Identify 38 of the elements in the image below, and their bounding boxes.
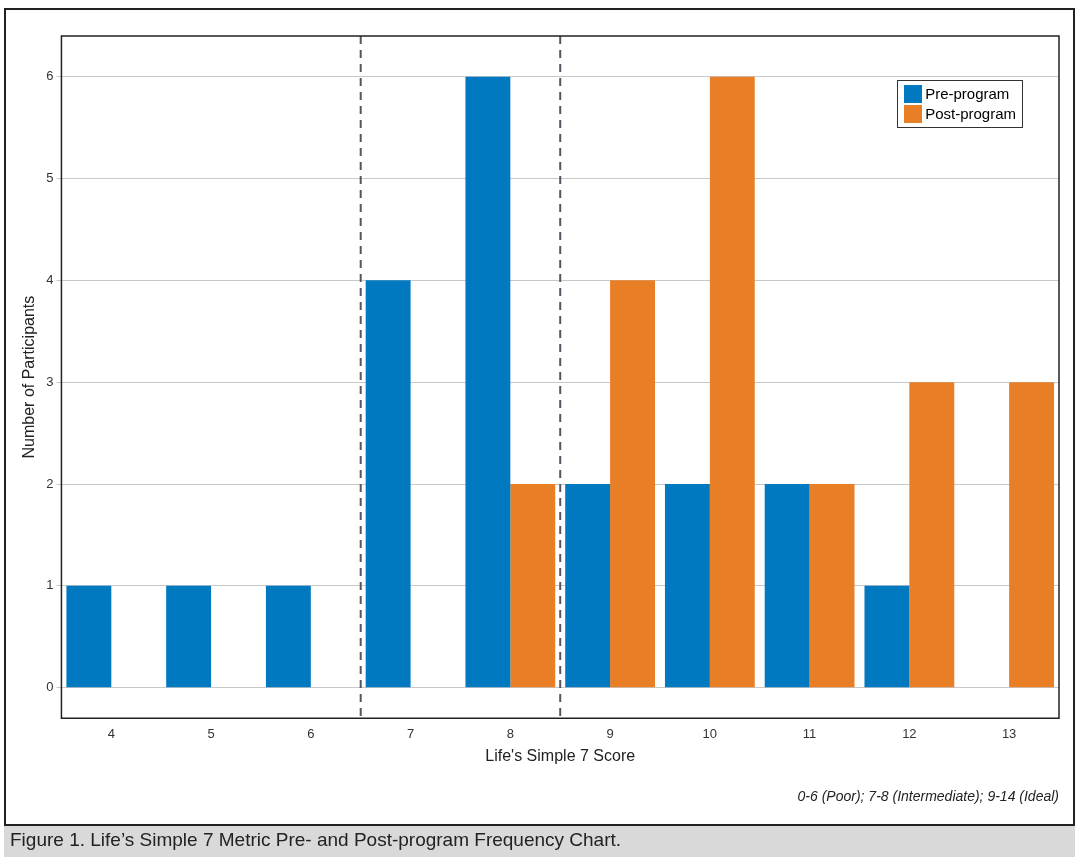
y-tick-label: 6 bbox=[46, 68, 54, 84]
text: 0-6 (Poor); 7-8 (Intermediate); 9-14 (Ideal) bbox=[797, 788, 1059, 804]
y-tick-label: 0 bbox=[46, 679, 54, 695]
x-tick-label: 13 bbox=[1001, 725, 1017, 741]
bar bbox=[166, 585, 212, 688]
bar bbox=[909, 382, 955, 688]
bar bbox=[709, 76, 755, 688]
caption: Figure 1. Life’s Simple 7 Metric Pre- and Post-program Frequency Chart. bbox=[4, 826, 1075, 857]
bar bbox=[809, 484, 855, 688]
y-tick-label: 1 bbox=[46, 577, 54, 593]
x-tick-label: 7 bbox=[406, 725, 415, 741]
x-tick-label: 4 bbox=[107, 725, 115, 741]
y-tick-label: 2 bbox=[46, 475, 54, 491]
x-tick-label: 6 bbox=[307, 725, 315, 741]
y-axis-title: Number of Participants bbox=[20, 295, 38, 459]
x-axis-title: Life's Simple 7 Score bbox=[485, 746, 636, 764]
legend-label: Pre-program bbox=[925, 84, 1010, 104]
legend-label: Post-program bbox=[925, 104, 1016, 124]
x-tick-label: 8 bbox=[506, 725, 514, 741]
bar bbox=[465, 76, 511, 688]
bar bbox=[764, 484, 810, 688]
bar bbox=[864, 585, 910, 688]
x-tick-label: 11 bbox=[802, 725, 817, 741]
y-tick-label: 4 bbox=[46, 271, 54, 287]
x-tick-label: 10 bbox=[702, 725, 718, 741]
bar bbox=[510, 484, 556, 688]
x-tick-label: 9 bbox=[606, 725, 614, 741]
bar bbox=[365, 280, 411, 688]
bar bbox=[664, 484, 710, 688]
bar bbox=[66, 585, 112, 688]
bar bbox=[565, 484, 611, 688]
bar bbox=[610, 280, 655, 688]
y-tick-label: 3 bbox=[46, 373, 54, 389]
bar bbox=[1009, 382, 1055, 688]
x-tick-label: 5 bbox=[207, 725, 215, 741]
y-tick-label: 5 bbox=[46, 170, 54, 186]
bar bbox=[265, 585, 311, 688]
x-tick-label: 12 bbox=[902, 725, 917, 741]
